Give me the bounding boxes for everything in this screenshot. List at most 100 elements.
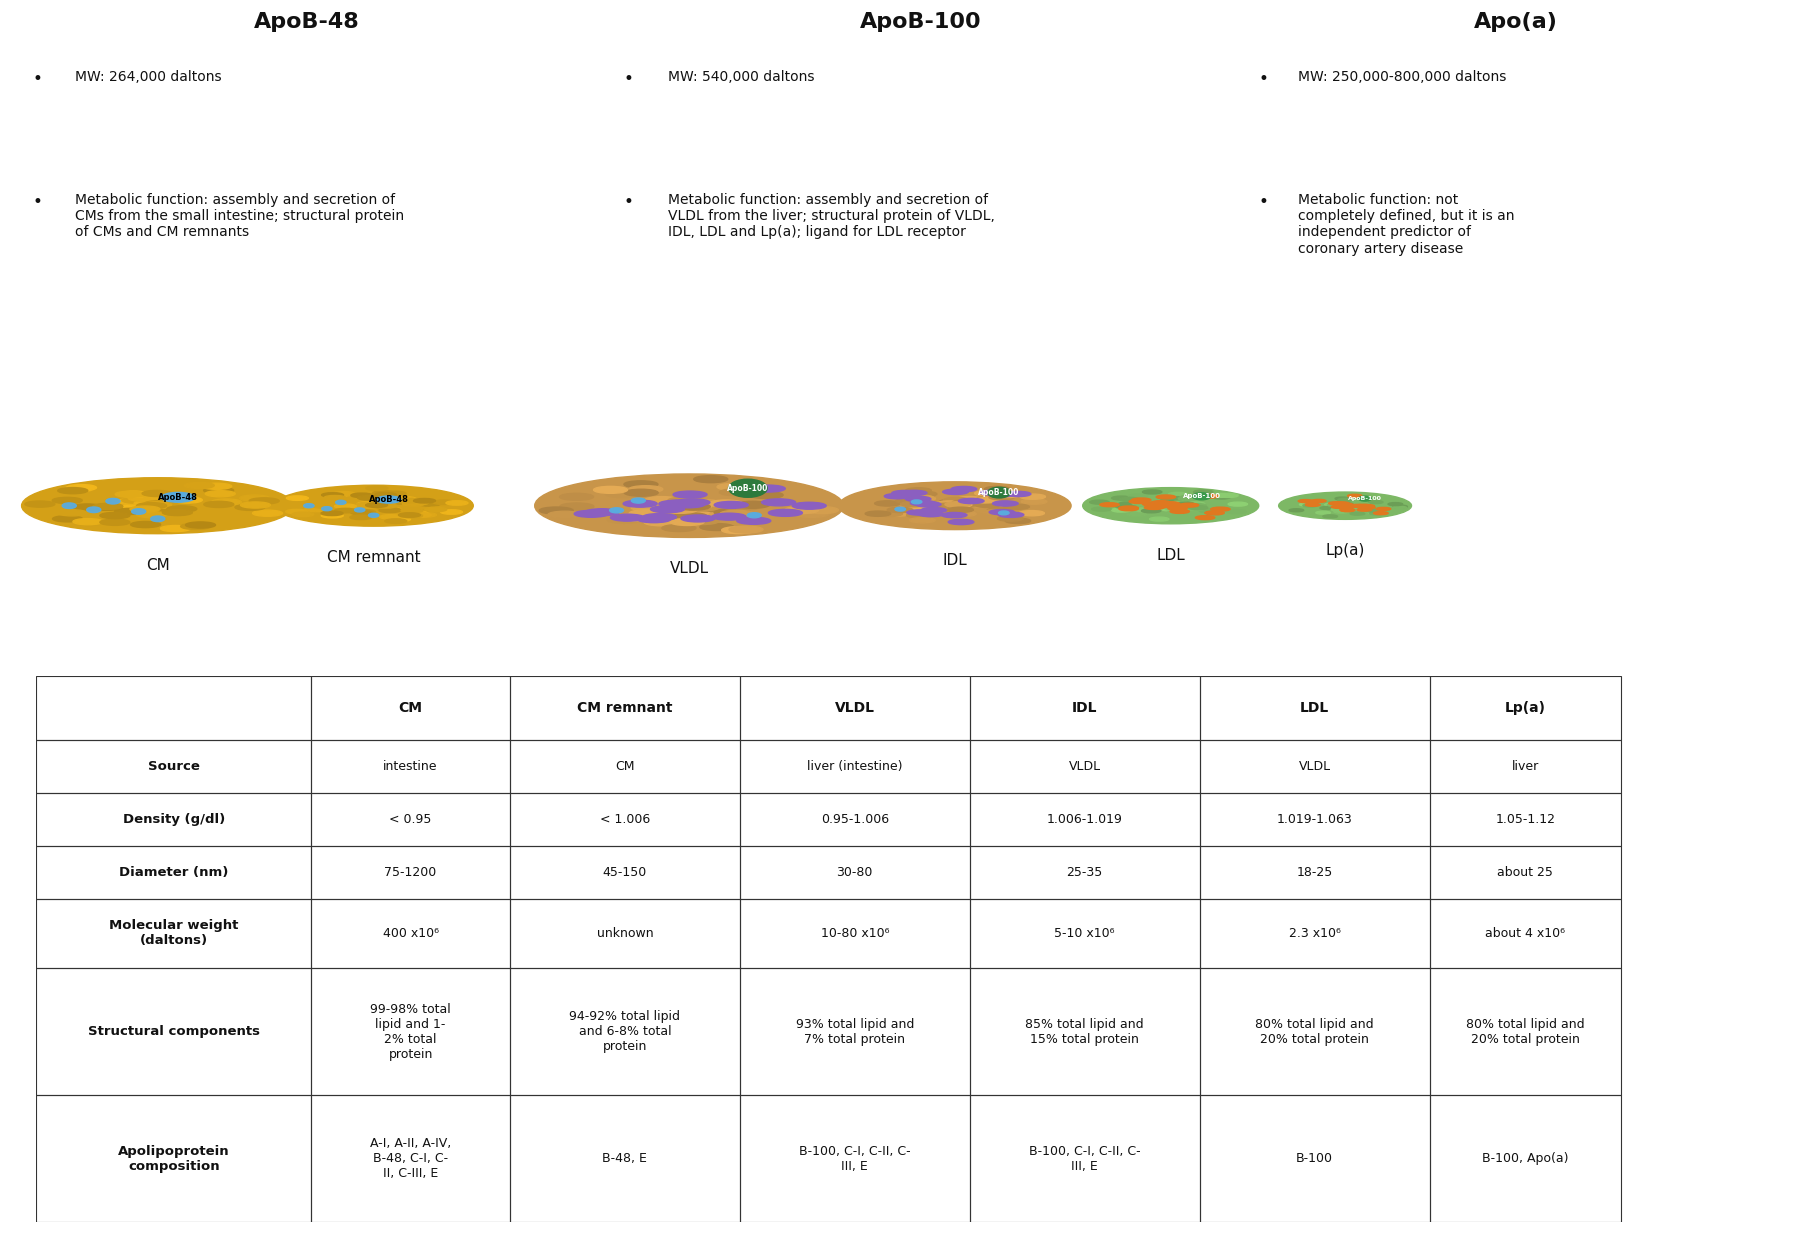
Circle shape xyxy=(1318,501,1332,505)
Circle shape xyxy=(975,503,1000,508)
Text: CM: CM xyxy=(146,557,170,572)
Circle shape xyxy=(686,517,718,525)
Circle shape xyxy=(928,505,953,510)
Circle shape xyxy=(63,486,92,493)
Circle shape xyxy=(987,508,1013,513)
Circle shape xyxy=(967,501,995,506)
Circle shape xyxy=(957,496,982,501)
Circle shape xyxy=(1115,504,1134,508)
Circle shape xyxy=(662,504,697,511)
Circle shape xyxy=(650,506,684,513)
Circle shape xyxy=(334,504,356,509)
Bar xyxy=(509,898,740,968)
Circle shape xyxy=(240,501,271,508)
Circle shape xyxy=(1166,496,1186,500)
Circle shape xyxy=(363,504,384,508)
Circle shape xyxy=(186,522,215,529)
Text: Lp(a): Lp(a) xyxy=(1325,544,1365,558)
Text: 25-35: 25-35 xyxy=(1067,866,1103,879)
Circle shape xyxy=(157,496,188,501)
Ellipse shape xyxy=(1359,496,1372,501)
Ellipse shape xyxy=(161,493,195,503)
Text: ApoB-100: ApoB-100 xyxy=(1348,496,1383,501)
Circle shape xyxy=(25,501,54,508)
Bar xyxy=(36,846,310,898)
Circle shape xyxy=(143,501,171,508)
Bar xyxy=(1200,846,1430,898)
Bar xyxy=(310,1095,509,1222)
Circle shape xyxy=(1199,494,1218,498)
Circle shape xyxy=(839,482,1070,530)
Circle shape xyxy=(117,499,148,505)
Bar xyxy=(36,898,310,968)
Circle shape xyxy=(139,500,170,506)
Circle shape xyxy=(397,513,419,517)
Text: 0.95-1.006: 0.95-1.006 xyxy=(821,813,888,825)
Circle shape xyxy=(164,499,193,505)
Circle shape xyxy=(253,510,283,516)
Circle shape xyxy=(951,511,977,516)
Bar xyxy=(1200,1095,1430,1222)
Circle shape xyxy=(1179,496,1199,500)
Circle shape xyxy=(143,493,173,499)
Circle shape xyxy=(989,510,1014,515)
Circle shape xyxy=(625,480,657,488)
Circle shape xyxy=(682,504,717,510)
Circle shape xyxy=(684,504,718,511)
Circle shape xyxy=(1368,500,1383,504)
Circle shape xyxy=(1278,493,1412,519)
Circle shape xyxy=(1191,494,1211,498)
Bar xyxy=(509,1095,740,1222)
Circle shape xyxy=(910,496,935,501)
Bar xyxy=(509,968,740,1095)
Text: 80% total lipid and
20% total protein: 80% total lipid and 20% total protein xyxy=(1254,1018,1374,1045)
Circle shape xyxy=(1336,506,1350,510)
Circle shape xyxy=(908,495,933,501)
Circle shape xyxy=(684,500,718,508)
Bar xyxy=(1430,793,1621,846)
Circle shape xyxy=(865,511,892,516)
Circle shape xyxy=(274,485,473,526)
Bar xyxy=(1200,898,1430,968)
Circle shape xyxy=(58,488,88,494)
Circle shape xyxy=(180,524,211,530)
Circle shape xyxy=(397,499,421,503)
Circle shape xyxy=(680,515,715,522)
Circle shape xyxy=(684,501,718,508)
Circle shape xyxy=(137,503,166,509)
Circle shape xyxy=(906,488,931,493)
Circle shape xyxy=(944,503,969,508)
Circle shape xyxy=(202,483,231,489)
Circle shape xyxy=(1361,506,1375,509)
Circle shape xyxy=(700,524,735,530)
Circle shape xyxy=(1083,488,1258,524)
Circle shape xyxy=(1305,504,1319,506)
Circle shape xyxy=(99,513,130,519)
Circle shape xyxy=(1180,495,1199,499)
Text: 1.006-1.019: 1.006-1.019 xyxy=(1047,813,1123,825)
Circle shape xyxy=(143,490,171,496)
Circle shape xyxy=(99,519,130,525)
Text: 99-98% total
lipid and 1-
2% total
protein: 99-98% total lipid and 1- 2% total prote… xyxy=(370,1003,451,1061)
Circle shape xyxy=(1374,511,1388,515)
Circle shape xyxy=(1316,511,1330,514)
Bar xyxy=(1430,740,1621,793)
Bar xyxy=(969,898,1200,968)
Circle shape xyxy=(1343,508,1357,511)
Circle shape xyxy=(130,501,159,508)
Circle shape xyxy=(1211,495,1231,499)
Circle shape xyxy=(1119,498,1139,501)
Circle shape xyxy=(1357,509,1372,511)
Text: ApoB-48: ApoB-48 xyxy=(368,495,408,504)
Circle shape xyxy=(632,504,666,511)
Circle shape xyxy=(1119,506,1139,511)
Bar xyxy=(1430,898,1621,968)
Text: CM: CM xyxy=(616,759,635,773)
Circle shape xyxy=(933,503,958,509)
Circle shape xyxy=(375,504,397,508)
Circle shape xyxy=(919,511,944,516)
Circle shape xyxy=(998,513,1023,517)
Circle shape xyxy=(673,505,706,513)
Circle shape xyxy=(560,494,594,500)
Circle shape xyxy=(877,511,902,516)
